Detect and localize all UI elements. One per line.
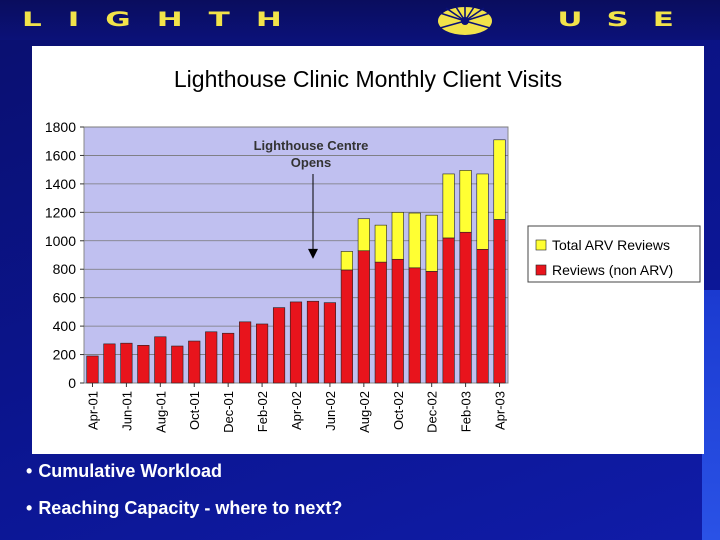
bar-reviews-non-arv	[476, 249, 489, 384]
bullet-text-reaching-capacity: Reaching Capacity - where to next?	[38, 498, 343, 518]
chart-panel: Lighthouse Clinic Monthly Client Visits …	[32, 46, 704, 454]
legend-label: Reviews (non ARV)	[552, 262, 673, 278]
y-tick-label: 1800	[45, 119, 76, 135]
legend-label: Total ARV Reviews	[552, 237, 670, 253]
bar-reviews-non-arv	[137, 345, 150, 384]
y-tick-label: 0	[68, 375, 76, 391]
x-tick-label: Aug-01	[153, 391, 168, 433]
bar-reviews-non-arv	[459, 231, 472, 384]
bar-total-arv-reviews	[442, 173, 455, 239]
bar-reviews-non-arv	[120, 342, 133, 384]
bar-reviews-non-arv	[154, 336, 167, 384]
x-tick-label: Jun-02	[323, 391, 338, 431]
banner-background	[0, 0, 720, 40]
x-tick-label: Apr-01	[85, 391, 100, 430]
bar-total-arv-reviews	[340, 251, 353, 271]
x-tick-label: Aug-02	[357, 391, 372, 433]
bar-reviews-non-arv	[239, 321, 252, 384]
bar-reviews-non-arv	[188, 340, 201, 384]
bar-reviews-non-arv	[340, 269, 353, 384]
y-tick-label: 200	[53, 347, 77, 363]
bullet-text-cumulative-workload: Cumulative Workload	[38, 461, 223, 481]
bullet-item: • Cumulative Workload	[26, 461, 222, 482]
bullet-item: • Reaching Capacity - where to next?	[26, 498, 342, 519]
y-tick-label: 1400	[45, 176, 76, 192]
x-tick-label: Dec-01	[221, 391, 236, 433]
y-tick-label: 800	[53, 261, 77, 277]
x-tick-label: Feb-03	[459, 391, 474, 432]
bar-reviews-non-arv	[493, 219, 506, 384]
banner-logo-text-right: USE	[557, 8, 698, 32]
banner-logo-text-left: LIGHTH	[22, 8, 308, 32]
bar-total-arv-reviews	[408, 212, 421, 269]
x-tick-label: Dec-02	[425, 391, 440, 433]
annotation-text: Opens	[291, 155, 331, 170]
x-tick-label: Apr-02	[289, 391, 304, 430]
bar-total-arv-reviews	[391, 212, 404, 260]
bar-total-arv-reviews	[374, 224, 387, 263]
y-tick-label: 1600	[45, 147, 76, 163]
legend-box	[527, 225, 701, 283]
bullet-dot: •	[26, 461, 33, 481]
chart-title: Lighthouse Clinic Monthly Client Visits	[173, 66, 563, 92]
bar-reviews-non-arv	[323, 302, 336, 384]
banner-logo: LIGHTH USE	[0, 2, 720, 38]
annotation-arrowhead	[308, 248, 318, 259]
y-tick-label: 1000	[45, 233, 76, 249]
bar-total-arv-reviews	[357, 218, 370, 252]
bar-reviews-non-arv	[205, 331, 218, 384]
bar-reviews-non-arv	[222, 332, 235, 384]
bar-reviews-non-arv	[306, 300, 320, 384]
bar-total-arv-reviews	[493, 139, 506, 220]
x-tick-label: Feb-02	[255, 391, 270, 432]
bar-total-arv-reviews	[425, 214, 438, 272]
y-tick-label: 400	[53, 318, 77, 334]
legend-swatch	[535, 264, 547, 276]
bar-reviews-non-arv	[408, 267, 421, 384]
bar-reviews-non-arv	[171, 345, 184, 384]
bar-reviews-non-arv	[272, 307, 286, 384]
x-tick-label: Oct-02	[391, 391, 406, 430]
y-tick-label: 1200	[45, 204, 76, 220]
bar-reviews-non-arv	[256, 323, 269, 384]
stacked-bar-chart: 0 200 400 600 800 1000 1200 1400 1600 1800 Apr-01 J…	[45, 119, 701, 433]
bar-reviews-non-arv	[86, 355, 99, 384]
x-tick-label: Jun-01	[119, 391, 134, 431]
bar-total-arv-reviews	[459, 170, 472, 233]
bar-reviews-non-arv	[442, 237, 455, 384]
bar-total-arv-reviews	[476, 173, 489, 250]
bar-reviews-non-arv	[289, 301, 303, 384]
y-tick-label: 600	[53, 290, 77, 306]
bar-reviews-non-arv	[374, 261, 387, 384]
decorative-side-stripe	[702, 290, 720, 540]
legend-swatch	[535, 239, 547, 251]
x-tick-label: Apr-03	[493, 391, 508, 430]
lighthouse-emblem-icon	[438, 6, 492, 35]
bullet-dot: •	[26, 498, 33, 518]
bar-reviews-non-arv	[425, 271, 438, 384]
annotation-text: Lighthouse Centre	[254, 138, 369, 153]
bar-reviews-non-arv	[103, 343, 116, 384]
bar-reviews-non-arv	[391, 258, 404, 384]
x-tick-label: Oct-01	[187, 391, 202, 430]
bar-reviews-non-arv	[357, 250, 370, 384]
